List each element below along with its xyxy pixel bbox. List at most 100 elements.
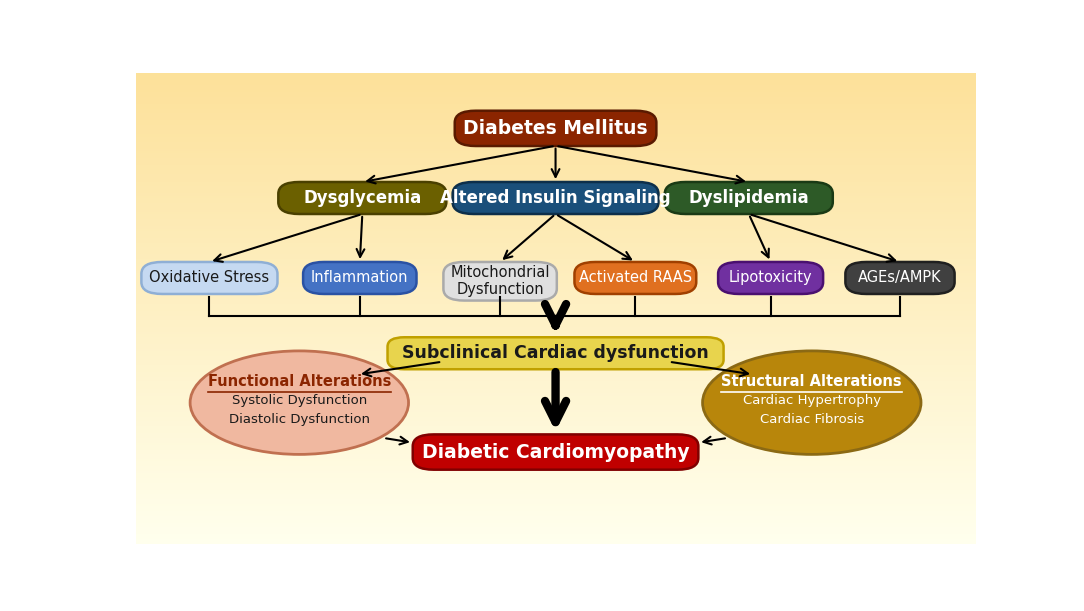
Bar	[136, 82, 976, 85]
Bar	[136, 518, 976, 521]
FancyBboxPatch shape	[453, 182, 658, 214]
Bar	[136, 473, 976, 475]
Bar	[136, 128, 976, 130]
Bar	[136, 535, 976, 536]
Bar	[136, 111, 976, 113]
Bar	[136, 224, 976, 226]
Bar	[136, 125, 976, 128]
Bar	[136, 130, 976, 132]
Bar	[136, 158, 976, 160]
Bar	[136, 344, 976, 346]
Bar	[136, 410, 976, 412]
Bar	[136, 400, 976, 403]
Bar	[136, 480, 976, 483]
Bar	[136, 445, 976, 447]
Text: Structural Alterations: Structural Alterations	[722, 375, 902, 389]
Bar	[136, 229, 976, 231]
Bar	[136, 262, 976, 264]
Bar	[136, 502, 976, 504]
Bar	[136, 389, 976, 391]
Bar	[136, 508, 976, 511]
Bar	[136, 522, 976, 525]
Bar	[136, 259, 976, 262]
Bar	[136, 292, 976, 295]
Bar	[136, 156, 976, 158]
Bar	[136, 99, 976, 101]
Text: Altered Insulin Signaling: Altered Insulin Signaling	[440, 189, 671, 207]
Bar	[136, 76, 976, 78]
Bar	[136, 240, 976, 243]
Bar	[136, 191, 976, 193]
Bar	[136, 132, 976, 134]
Bar	[136, 165, 976, 167]
Bar	[136, 106, 976, 109]
Text: Lipotoxicity: Lipotoxicity	[728, 271, 812, 285]
Bar	[136, 247, 976, 250]
FancyBboxPatch shape	[664, 182, 833, 214]
Bar	[136, 483, 976, 485]
Bar	[136, 342, 976, 344]
Text: Diabetes Mellitus: Diabetes Mellitus	[463, 119, 648, 138]
FancyBboxPatch shape	[413, 434, 698, 470]
Bar	[136, 205, 976, 207]
Bar	[136, 196, 976, 198]
Text: Cardiac Hypertrophy: Cardiac Hypertrophy	[743, 394, 881, 407]
Bar	[136, 142, 976, 144]
Text: Inflammation: Inflammation	[311, 271, 409, 285]
FancyBboxPatch shape	[575, 262, 696, 294]
Text: AGEs/AMPK: AGEs/AMPK	[859, 271, 942, 285]
Bar	[136, 365, 976, 367]
FancyBboxPatch shape	[455, 111, 656, 146]
Bar	[136, 118, 976, 120]
Bar	[136, 309, 976, 311]
Bar	[136, 497, 976, 499]
Bar	[136, 379, 976, 381]
Bar	[136, 97, 976, 99]
Bar	[136, 233, 976, 236]
Bar	[136, 370, 976, 372]
FancyBboxPatch shape	[141, 262, 278, 294]
Bar	[136, 254, 976, 257]
Bar	[136, 252, 976, 254]
Text: Dysglycemia: Dysglycemia	[304, 189, 422, 207]
Bar	[136, 280, 976, 283]
Bar	[136, 236, 976, 238]
Bar	[136, 295, 976, 297]
Bar	[136, 450, 976, 452]
Bar	[136, 447, 976, 450]
Bar	[136, 478, 976, 480]
Bar	[136, 499, 976, 502]
Bar	[136, 426, 976, 428]
Bar	[136, 151, 976, 153]
Bar	[136, 163, 976, 165]
Text: Subclinical Cardiac dysfunction: Subclinical Cardiac dysfunction	[402, 344, 709, 362]
Bar	[136, 323, 976, 325]
Bar	[136, 530, 976, 532]
Bar	[136, 469, 976, 471]
Bar	[136, 104, 976, 106]
Bar	[136, 367, 976, 370]
Bar	[136, 334, 976, 337]
Bar	[136, 391, 976, 393]
Bar	[136, 115, 976, 118]
Bar	[136, 210, 976, 212]
Bar	[136, 189, 976, 191]
Bar	[136, 144, 976, 146]
Bar	[136, 287, 976, 290]
Bar	[136, 466, 976, 469]
Bar	[136, 381, 976, 384]
Bar	[136, 276, 976, 278]
Bar	[136, 304, 976, 306]
Bar	[136, 85, 976, 87]
Bar	[136, 492, 976, 494]
Bar	[136, 431, 976, 433]
Text: Cardiac Fibrosis: Cardiac Fibrosis	[760, 412, 864, 426]
Bar	[136, 271, 976, 273]
Bar	[136, 231, 976, 233]
Bar	[136, 325, 976, 327]
Bar	[136, 521, 976, 522]
FancyBboxPatch shape	[304, 262, 416, 294]
Bar	[136, 198, 976, 200]
Bar	[136, 177, 976, 179]
Bar	[136, 238, 976, 240]
